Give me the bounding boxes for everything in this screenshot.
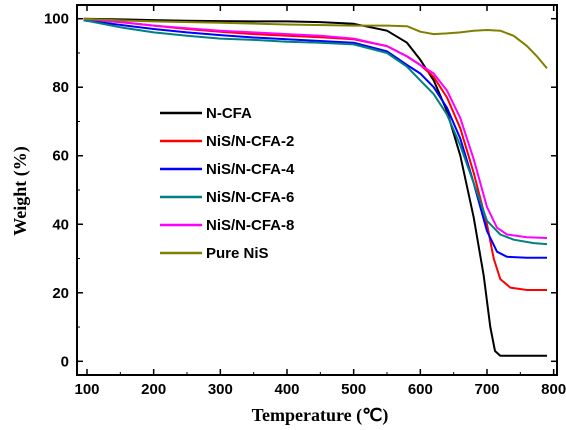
series-line-1 xyxy=(83,17,547,357)
x-tick-label: 200 xyxy=(141,381,166,398)
series-line-6 xyxy=(83,17,548,70)
y-tick-label: 0 xyxy=(61,353,69,370)
legend-label-5: NiS/N-CFA-8 xyxy=(206,217,294,234)
y-tick-label: 100 xyxy=(44,11,69,28)
legend-label-4: NiS/N-CFA-6 xyxy=(206,189,294,206)
y-tick-label: 80 xyxy=(52,79,69,96)
x-tick-label: 400 xyxy=(274,381,299,398)
legend-label-3: NiS/N-CFA-4 xyxy=(206,161,295,178)
x-tick-label: 100 xyxy=(74,381,99,398)
y-tick-label: 40 xyxy=(52,216,69,233)
plot-frame xyxy=(76,4,558,376)
y-tick-label: 60 xyxy=(52,148,69,165)
x-axis-title: Temperature (℃) xyxy=(252,405,389,426)
x-tick-label: 300 xyxy=(208,381,233,398)
series-line-4 xyxy=(83,19,548,246)
x-tick-label: 500 xyxy=(341,381,366,398)
legend-label-1: N-CFA xyxy=(206,105,252,122)
y-axis-title: Weight (%) xyxy=(10,146,31,236)
y-tick-label: 20 xyxy=(52,285,69,302)
legend-label-6: Pure NiS xyxy=(206,245,269,262)
legend-label-2: NiS/N-CFA-2 xyxy=(206,133,294,150)
series-line-5 xyxy=(83,17,548,239)
x-tick-label: 700 xyxy=(474,381,499,398)
x-tick-label: 800 xyxy=(541,381,566,398)
x-tick-label: 600 xyxy=(408,381,433,398)
series-line-3 xyxy=(83,19,547,259)
series-line-2 xyxy=(83,18,547,291)
